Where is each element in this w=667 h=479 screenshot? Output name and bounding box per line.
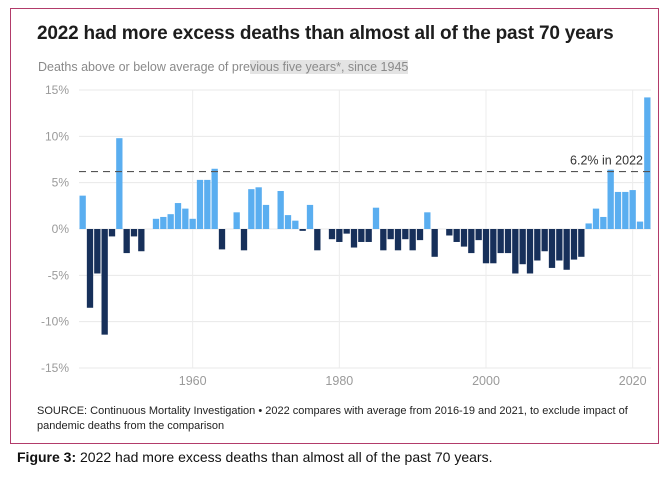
bar (344, 229, 350, 234)
bar (329, 229, 335, 239)
bar (248, 189, 254, 229)
bar (351, 229, 357, 248)
bar (256, 187, 262, 229)
bar (490, 229, 496, 263)
bar (520, 229, 526, 264)
bar (564, 229, 570, 270)
bar (483, 229, 489, 263)
bar-chart: 15% 10% 5% 0% -5% -10% -15% 1960 1980 2000 2020 6.2… (11, 9, 658, 399)
bar (527, 229, 533, 273)
bar (109, 229, 115, 236)
bar (300, 229, 306, 231)
bar (622, 192, 628, 229)
bar (512, 229, 518, 273)
y-tick-label: -5% (48, 268, 70, 282)
bar (160, 217, 166, 229)
bar (578, 229, 584, 257)
bar (278, 191, 284, 229)
y-tick-label: 10% (45, 129, 69, 143)
bar (600, 217, 606, 229)
x-tick-label: 2000 (472, 374, 500, 388)
bar (124, 229, 130, 253)
bar (388, 229, 394, 239)
y-tick-label: 5% (52, 176, 70, 190)
bar (80, 196, 86, 229)
bar (102, 229, 108, 335)
bar (630, 190, 636, 229)
bar (138, 229, 144, 251)
bar (116, 138, 122, 229)
y-tick-label: -15% (41, 361, 69, 375)
bar (190, 219, 196, 229)
bar (476, 229, 482, 240)
reference-label: 6.2% in 2022 (570, 154, 643, 168)
bar (234, 212, 240, 229)
bar (395, 229, 401, 250)
bar (505, 229, 511, 253)
bar (131, 229, 137, 236)
bar (263, 205, 269, 229)
bar (468, 229, 474, 253)
bar (314, 229, 320, 250)
figure-label: Figure 3: (17, 449, 76, 465)
x-tick-label: 1960 (179, 374, 207, 388)
source-note: SOURCE: Continuous Mortality Investigati… (37, 404, 647, 434)
bar (175, 203, 181, 229)
bar (380, 229, 386, 250)
bar (593, 209, 599, 229)
figure-caption: Figure 3: 2022 had more excess deaths th… (17, 449, 492, 465)
bar (87, 229, 93, 308)
bar (307, 205, 313, 229)
chart-frame: 2022 had more excess deaths than almost … (10, 8, 659, 444)
bar (212, 169, 218, 229)
bar (358, 229, 364, 242)
bar (410, 229, 416, 250)
bar (219, 229, 225, 249)
bar (556, 229, 562, 261)
bar (204, 180, 210, 229)
y-tick-label: -10% (41, 315, 69, 329)
bar (454, 229, 460, 242)
x-tick-label: 2020 (619, 374, 647, 388)
bar (608, 170, 614, 229)
bar (461, 229, 467, 247)
bar (153, 219, 159, 229)
x-tick-label: 1980 (325, 374, 353, 388)
bar (241, 229, 247, 250)
bar (432, 229, 438, 257)
bar (549, 229, 555, 268)
bar (373, 208, 379, 229)
bar (534, 229, 540, 261)
bar (336, 229, 342, 242)
bar (292, 221, 298, 229)
bar (168, 214, 174, 229)
bar (571, 229, 577, 260)
bar (285, 215, 291, 229)
bar (637, 222, 643, 229)
bar (424, 212, 430, 229)
bar (417, 229, 423, 240)
bar (182, 209, 188, 229)
bar (366, 229, 372, 242)
y-tick-label: 0% (52, 222, 70, 236)
bar (402, 229, 408, 239)
bar (197, 180, 203, 229)
bar (94, 229, 100, 273)
figure-caption-text: 2022 had more excess deaths than almost … (76, 449, 492, 465)
bar (615, 192, 621, 229)
bar (542, 229, 548, 251)
y-tick-label: 15% (45, 83, 69, 97)
bar (586, 223, 592, 229)
bar (446, 229, 452, 235)
bar (498, 229, 504, 253)
bar (644, 97, 650, 229)
